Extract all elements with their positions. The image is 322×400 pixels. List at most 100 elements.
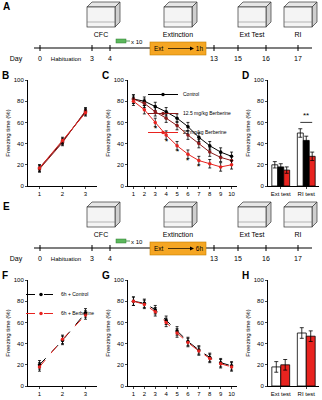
svg-text:2: 2 [61,391,65,397]
svg-text:7: 7 [197,191,201,197]
svg-text:Ext Test: Ext Test [240,31,265,38]
svg-text:40: 40 [257,141,264,147]
svg-text:6h + Berberine: 6h + Berberine [61,310,94,316]
svg-text:16: 16 [262,55,270,62]
svg-text:0: 0 [20,183,24,189]
svg-text:Extinction: Extinction [163,231,193,238]
svg-text:Freezing time (%): Freezing time (%) [245,109,251,156]
svg-text:6h + Control: 6h + Control [61,291,88,297]
svg-text:80: 80 [17,298,24,304]
svg-text:A: A [3,1,10,12]
svg-text:3: 3 [84,391,88,397]
svg-text:100: 100 [114,277,125,283]
svg-text:9: 9 [219,391,223,397]
svg-text:4: 4 [108,55,112,62]
svg-text:15: 15 [234,55,242,62]
svg-text:Habituation: Habituation [51,56,81,62]
svg-text:5: 5 [175,391,179,397]
svg-text:**: ** [303,111,309,120]
svg-text:40: 40 [117,341,124,347]
svg-text:5: 5 [175,191,179,197]
svg-text:0: 0 [260,183,264,189]
svg-text:13: 13 [210,55,218,62]
svg-text:*: * [176,147,179,156]
svg-text:16: 16 [262,255,270,262]
svg-text:3: 3 [90,255,94,262]
svg-text:x 10: x 10 [131,39,143,45]
svg-text:0: 0 [120,183,124,189]
svg-text:40: 40 [117,141,124,147]
svg-text:Habituation: Habituation [51,256,81,262]
svg-text:60: 60 [257,120,264,126]
svg-text:Control: Control [183,91,199,97]
svg-text:20: 20 [257,162,264,168]
svg-text:Freezing time (%): Freezing time (%) [245,309,251,356]
svg-text:100: 100 [254,77,265,83]
svg-text:6h: 6h [196,245,204,252]
svg-text:10: 10 [228,191,235,197]
svg-text:100: 100 [14,77,25,83]
svg-text:80: 80 [257,298,264,304]
svg-text:1h: 1h [196,45,204,52]
svg-text:RI: RI [295,31,302,38]
svg-text:RI: RI [295,231,302,238]
svg-text:RI test: RI test [298,191,316,197]
svg-text:20: 20 [117,362,124,368]
svg-text:9: 9 [219,191,223,197]
svg-text:4: 4 [108,255,112,262]
svg-text:20: 20 [257,362,264,368]
svg-text:Freezing time (%): Freezing time (%) [105,309,111,356]
svg-text:17: 17 [294,255,302,262]
svg-text:3: 3 [154,191,158,197]
svg-text:3: 3 [90,55,94,62]
svg-text:80: 80 [17,98,24,104]
svg-text:Ext: Ext [154,45,164,52]
svg-text:CFC: CFC [94,231,108,238]
svg-text:Day: Day [10,255,23,263]
svg-text:*: * [186,156,189,165]
svg-text:60: 60 [117,120,124,126]
svg-text:20: 20 [17,362,24,368]
svg-text:12.5 mg/kg Berberine: 12.5 mg/kg Berberine [183,110,231,116]
svg-text:*: * [154,124,157,133]
svg-text:0: 0 [20,383,24,389]
svg-text:Day: Day [10,55,23,63]
svg-text:E: E [3,201,10,212]
svg-text:4: 4 [164,191,168,197]
svg-text:80: 80 [117,98,124,104]
svg-text:10: 10 [228,391,235,397]
svg-text:Ext Test: Ext Test [240,231,265,238]
svg-text:15: 15 [234,255,242,262]
svg-text:RI test: RI test [298,391,316,397]
svg-text:2: 2 [61,191,65,197]
svg-text:17: 17 [294,55,302,62]
svg-text:2: 2 [143,391,147,397]
svg-text:0: 0 [38,255,42,262]
svg-text:2: 2 [143,191,147,197]
svg-text:1: 1 [132,391,136,397]
svg-text:13: 13 [210,255,218,262]
svg-text:Ext test: Ext test [271,391,291,397]
svg-text:100: 100 [14,277,25,283]
svg-text:1: 1 [132,191,136,197]
svg-text:100: 100 [114,77,125,83]
svg-text:Freezing time (%): Freezing time (%) [5,109,11,156]
svg-text:0: 0 [38,55,42,62]
svg-text:0: 0 [120,383,124,389]
svg-text:7: 7 [197,391,201,397]
svg-text:*: * [197,162,200,171]
svg-text:Ext test: Ext test [271,191,291,197]
svg-text:20: 20 [17,162,24,168]
svg-text:1: 1 [38,391,42,397]
svg-text:8: 8 [208,391,212,397]
svg-text:100: 100 [254,277,265,283]
svg-text:80: 80 [257,98,264,104]
svg-text:20: 20 [117,162,124,168]
svg-text:*: * [165,137,168,146]
svg-text:Ext: Ext [154,245,164,252]
svg-text:40: 40 [17,141,24,147]
svg-text:3: 3 [84,191,88,197]
svg-text:80: 80 [117,298,124,304]
svg-text:60: 60 [117,320,124,326]
svg-text:40: 40 [17,341,24,347]
